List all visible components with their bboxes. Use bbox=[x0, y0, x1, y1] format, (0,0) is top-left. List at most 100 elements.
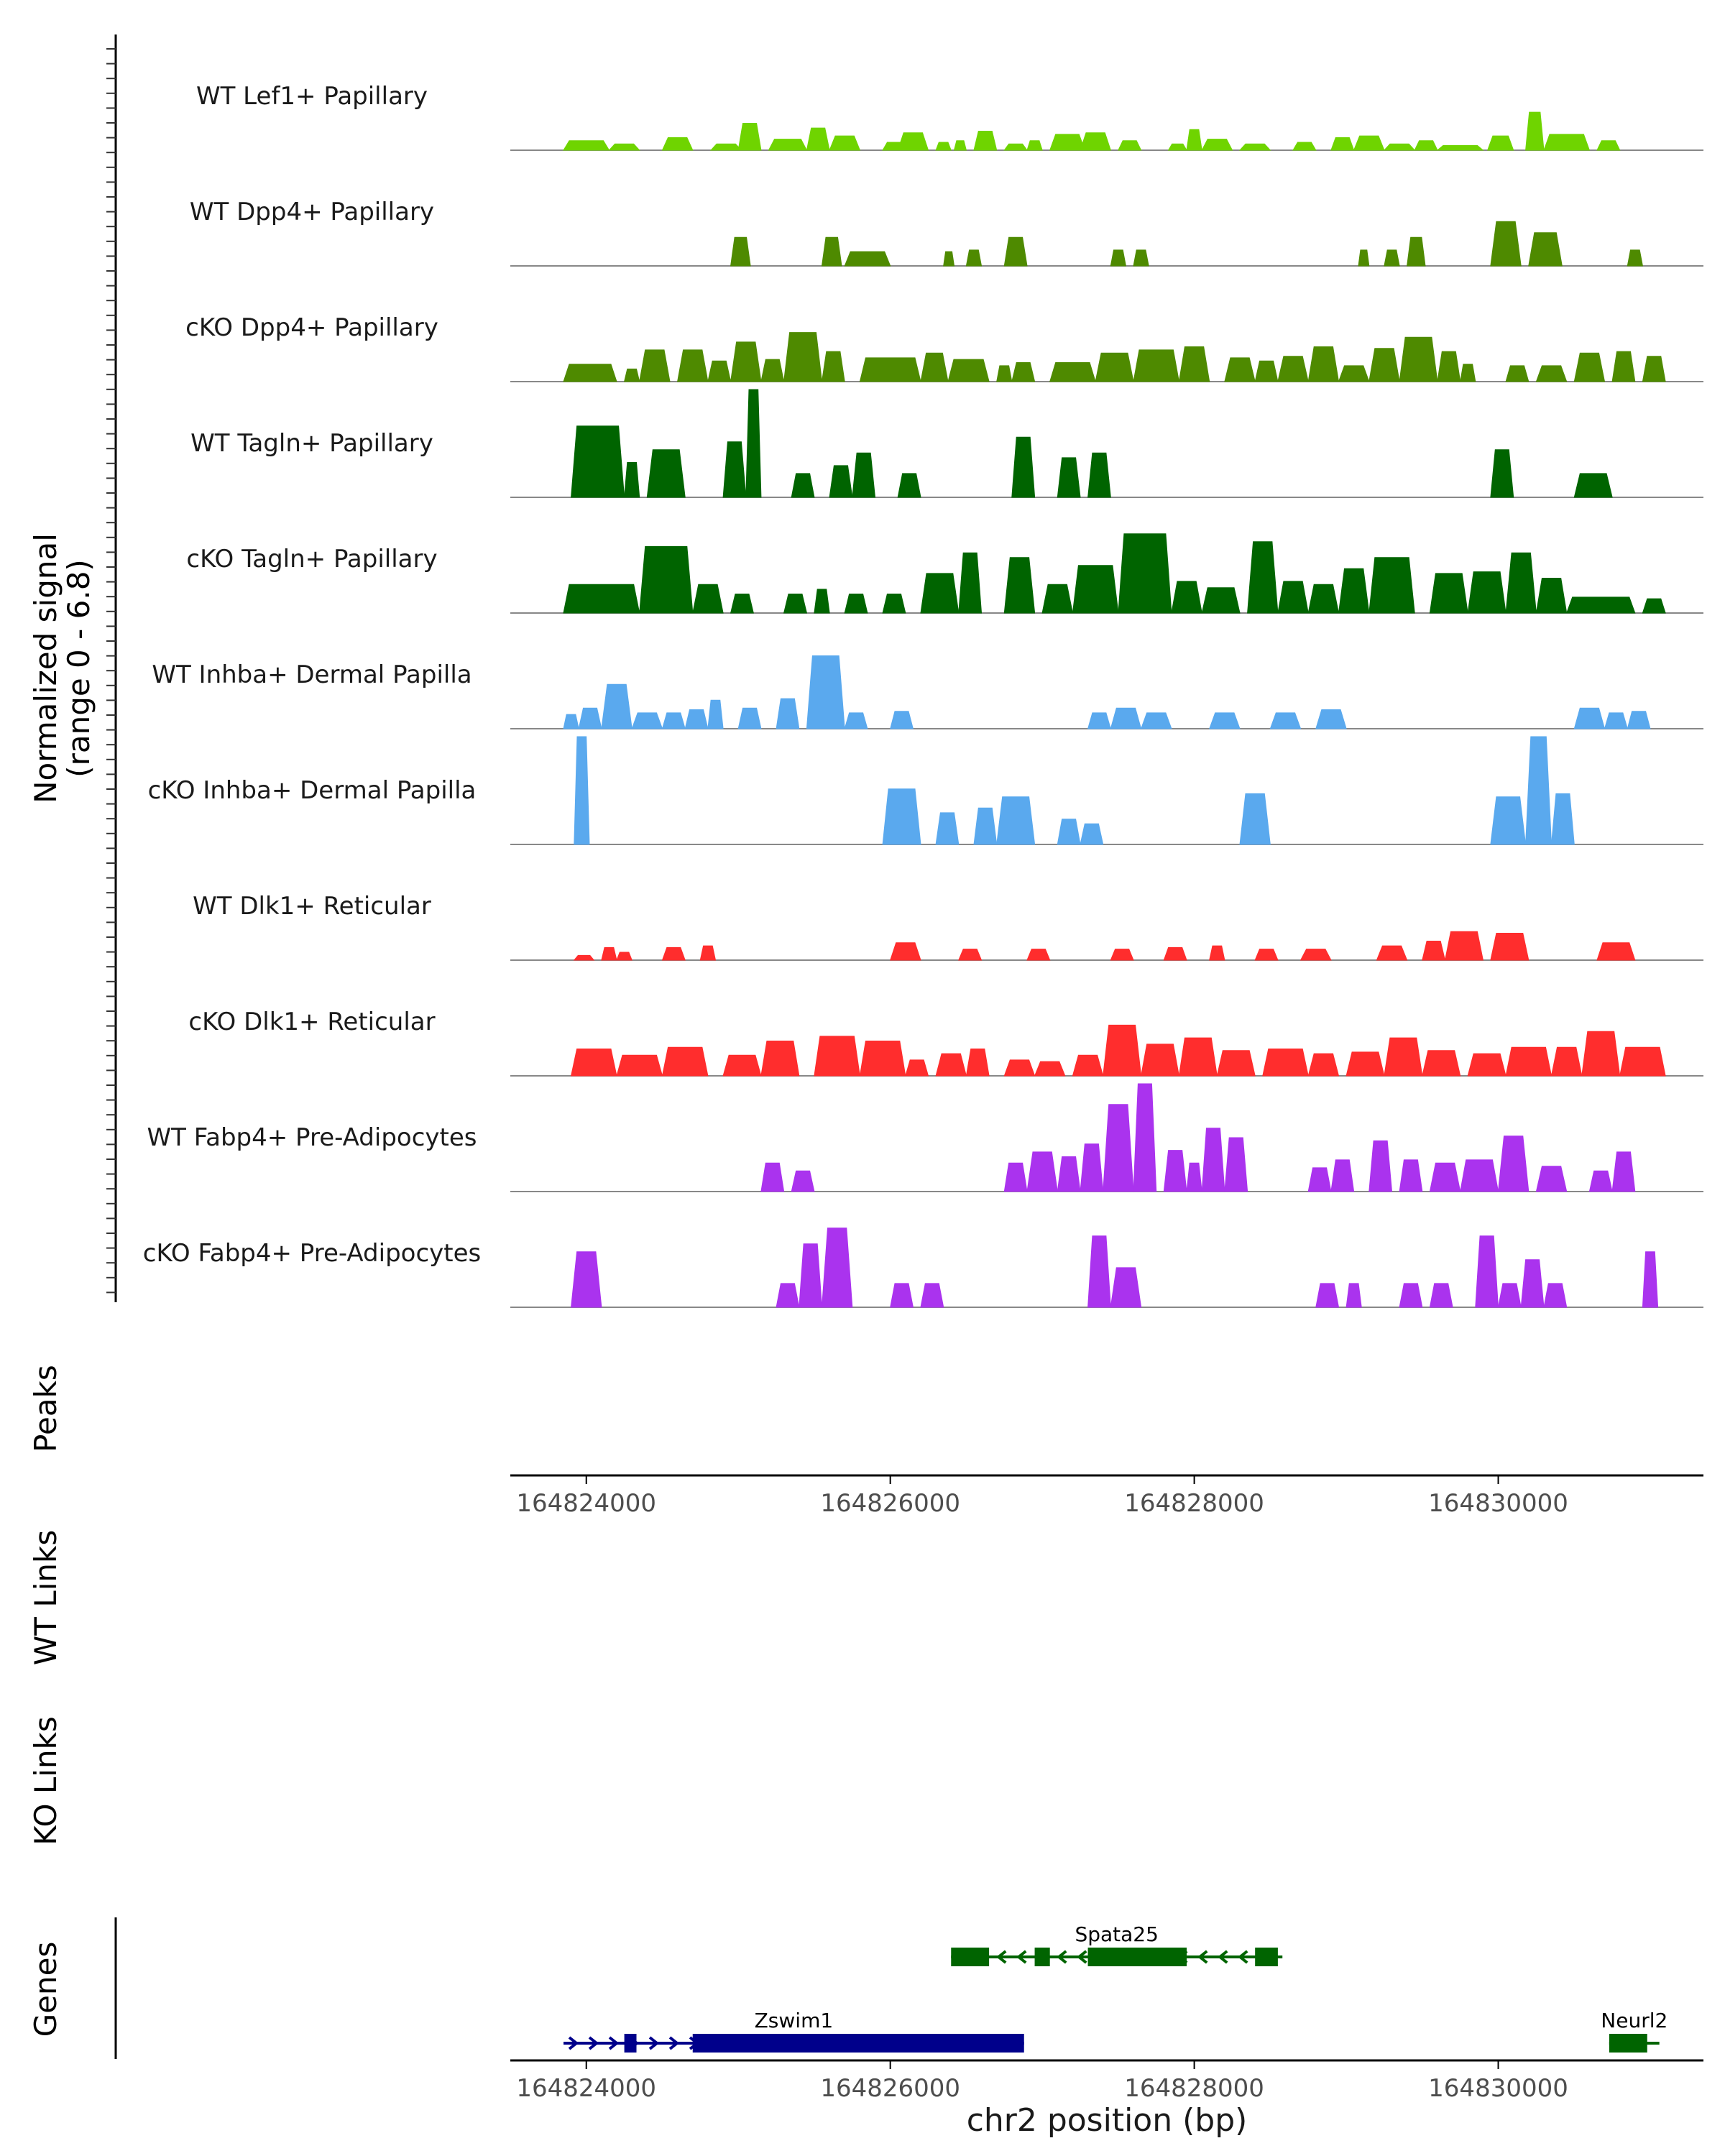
coverage-peak bbox=[1133, 349, 1179, 382]
ko-links-panel-label: KO Links bbox=[28, 1716, 63, 1846]
strand-chevron bbox=[588, 2036, 599, 2050]
coverage-peak bbox=[829, 135, 861, 151]
coverage-peak bbox=[707, 699, 724, 729]
coverage-peak bbox=[1383, 143, 1416, 151]
coverage-peak bbox=[935, 142, 952, 151]
coverage-peak bbox=[1057, 819, 1081, 845]
gene-label: Zswim1 bbox=[755, 2009, 834, 2032]
coverage-peak bbox=[1535, 1166, 1568, 1192]
coverage-peak bbox=[844, 251, 891, 267]
coverage-peak bbox=[1277, 581, 1309, 614]
coverage-peak bbox=[1505, 552, 1537, 614]
coverage-peak bbox=[1277, 356, 1309, 382]
coverage-peak bbox=[1429, 573, 1468, 614]
track-5: cKO Tagln+ Papillary bbox=[186, 533, 1703, 614]
coverage-peak bbox=[1163, 946, 1187, 961]
gene-exon bbox=[624, 2034, 637, 2053]
coverage-peak bbox=[821, 1227, 853, 1308]
coverage-peak bbox=[722, 1054, 762, 1077]
coverage-peak bbox=[1596, 942, 1636, 961]
coverage-peak bbox=[1543, 134, 1591, 151]
coverage-peak bbox=[791, 473, 815, 498]
track-label: cKO Fabp4+ Pre-Adipocytes bbox=[143, 1239, 482, 1268]
coverage-peak bbox=[965, 1049, 990, 1077]
coverage-peak bbox=[1429, 1283, 1453, 1308]
coverage-peak bbox=[1003, 557, 1036, 614]
coverage-peak bbox=[737, 123, 762, 151]
coverage-peak bbox=[1550, 1046, 1583, 1077]
coverage-peak bbox=[1384, 249, 1400, 267]
coverage-peak bbox=[806, 655, 845, 729]
coverage-peak bbox=[1399, 1159, 1423, 1192]
coverage-peak bbox=[1520, 1259, 1545, 1308]
track-label: cKO Dpp4+ Papillary bbox=[185, 313, 438, 342]
coverage-peak bbox=[829, 465, 853, 498]
coverage-peak bbox=[730, 236, 751, 267]
coverage-peak bbox=[1238, 143, 1271, 151]
coverage-peak bbox=[1057, 457, 1081, 498]
coverage-peak bbox=[608, 143, 640, 151]
coverage-peak bbox=[1003, 236, 1028, 267]
coverage-peak bbox=[661, 137, 694, 151]
coverage-peak bbox=[1208, 712, 1241, 729]
strand-chevron bbox=[1197, 1950, 1208, 1964]
coverage-peak bbox=[1497, 1135, 1530, 1192]
coverage-peak bbox=[965, 249, 983, 267]
coverage-peak bbox=[890, 1283, 914, 1308]
coverage-peak bbox=[1611, 351, 1636, 382]
coverage-peak bbox=[1642, 598, 1666, 614]
coverage-peak bbox=[616, 1054, 663, 1077]
coverage-peak bbox=[1141, 1044, 1179, 1077]
coverage-peak bbox=[1444, 931, 1484, 961]
track-label: WT Fabp4+ Pre-Adipocytes bbox=[147, 1123, 477, 1152]
coverage-peak bbox=[745, 389, 762, 498]
coverage-peak bbox=[1490, 221, 1522, 267]
coverage-peak bbox=[935, 812, 960, 845]
coverage-peak bbox=[1026, 1151, 1058, 1192]
track-7: cKO Inhba+ Dermal Papilla bbox=[148, 736, 1703, 845]
strand-chevron bbox=[648, 2036, 660, 2050]
x-tick-label: 164824000 bbox=[516, 2074, 656, 2103]
x-tick-label: 164828000 bbox=[1124, 2074, 1264, 2103]
coverage-peak bbox=[1300, 949, 1332, 961]
coverage-peak bbox=[1330, 137, 1355, 151]
coverage-peak bbox=[897, 132, 929, 151]
coverage-peak bbox=[1353, 135, 1385, 151]
coverage-peak bbox=[570, 1049, 617, 1077]
coverage-peak bbox=[1467, 571, 1506, 614]
coverage-peak bbox=[1110, 249, 1127, 267]
coverage-peak bbox=[814, 1036, 860, 1077]
track-label: WT Inhba+ Dermal Papilla bbox=[152, 660, 472, 689]
x-tick-label: 164826000 bbox=[820, 2074, 960, 2103]
coverage-peak bbox=[852, 452, 876, 498]
coverage-peak bbox=[1573, 352, 1606, 382]
track-1: WT Lef1+ Papillary bbox=[196, 82, 1703, 151]
coverage-peak bbox=[722, 441, 747, 498]
track-9: cKO Dlk1+ Reticular bbox=[188, 1008, 1703, 1077]
coverage-peak bbox=[943, 251, 955, 267]
coverage-peak bbox=[882, 594, 906, 614]
coverage-peak bbox=[947, 359, 990, 382]
track-3: cKO Dpp4+ Papillary bbox=[185, 313, 1703, 382]
coverage-peak bbox=[791, 1170, 815, 1192]
coverage-peak bbox=[1596, 140, 1621, 151]
coverage-peak bbox=[1087, 452, 1111, 498]
coverage-peak bbox=[1216, 1050, 1256, 1077]
coverage-peak bbox=[859, 357, 921, 382]
coverage-peak bbox=[1307, 346, 1340, 382]
coverage-peak bbox=[1490, 796, 1527, 845]
coverage-peak bbox=[1642, 1251, 1659, 1308]
coverage-peak bbox=[1307, 1167, 1332, 1192]
coverage-peak bbox=[776, 1283, 800, 1308]
coverage-peak bbox=[1110, 949, 1134, 961]
coverage-peak bbox=[707, 360, 732, 382]
coverage-peak bbox=[631, 712, 663, 729]
track-11: cKO Fabp4+ Pre-Adipocytes bbox=[143, 1227, 1703, 1308]
coverage-peak bbox=[1186, 1162, 1202, 1192]
coverage-peak bbox=[639, 545, 694, 614]
track-label: cKO Inhba+ Dermal Papilla bbox=[148, 776, 477, 805]
coverage-peak bbox=[1026, 949, 1051, 961]
coverage-peak bbox=[1201, 1128, 1225, 1192]
coverage-peak bbox=[1087, 1235, 1111, 1308]
